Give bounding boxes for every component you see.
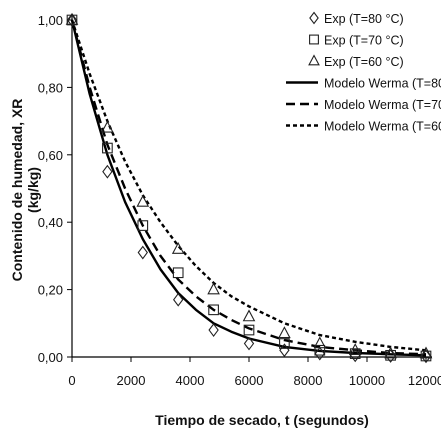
y-tick-label: 0,20 (38, 283, 63, 298)
x-tick-label: 8000 (294, 373, 323, 388)
x-tick-label: 10000 (349, 373, 385, 388)
legend-label: Modelo Werma (T=80 °C) (324, 77, 441, 91)
legend-label: Modelo Werma (T=70 °C) (324, 98, 441, 112)
y-axis-label-unit: (kg/kg) (25, 167, 41, 213)
y-axis-label: Contenido de humedad, XR (9, 99, 25, 282)
legend-marker (310, 35, 319, 44)
data-point (138, 247, 147, 259)
x-tick-label: 6000 (235, 373, 264, 388)
legend-marker (309, 56, 319, 65)
data-point (173, 243, 184, 253)
x-tick-label: 2000 (117, 373, 146, 388)
series-line-3 (72, 20, 426, 350)
data-point (103, 166, 112, 178)
y-tick-label: 0,60 (38, 148, 63, 163)
legend-label: Modelo Werma (T=60 °C) (324, 120, 441, 134)
data-point (244, 311, 255, 321)
x-tick-label: 4000 (176, 373, 205, 388)
legend-marker (310, 13, 318, 24)
axes: 0,00 0,20 0,40 0,60 0,80 1,00 0 2000 4000 6000 800… (38, 13, 441, 388)
x-axis-label: Tiempo de secado, t (segundos) (155, 412, 369, 428)
legend-label: Exp (T=80 °C) (324, 12, 404, 26)
data-point (279, 327, 290, 337)
y-tick-label: 0,80 (38, 80, 63, 95)
data-point (208, 284, 219, 294)
legend-label: Exp (T=70 °C) (324, 34, 404, 48)
legend: Exp (T=80 °C) Exp (T=70 °C) Exp (T=60 °C) M… (286, 12, 441, 134)
series-line-2 (72, 20, 426, 354)
y-tick-label: 0,00 (38, 350, 63, 365)
data-point (173, 268, 183, 278)
y-tick-label: 0,40 (38, 215, 63, 230)
legend-label: Exp (T=60 °C) (324, 55, 404, 69)
x-tick-label: 12000 (408, 373, 441, 388)
y-tick-label: 1,00 (38, 13, 63, 28)
x-tick-label: 0 (68, 373, 75, 388)
